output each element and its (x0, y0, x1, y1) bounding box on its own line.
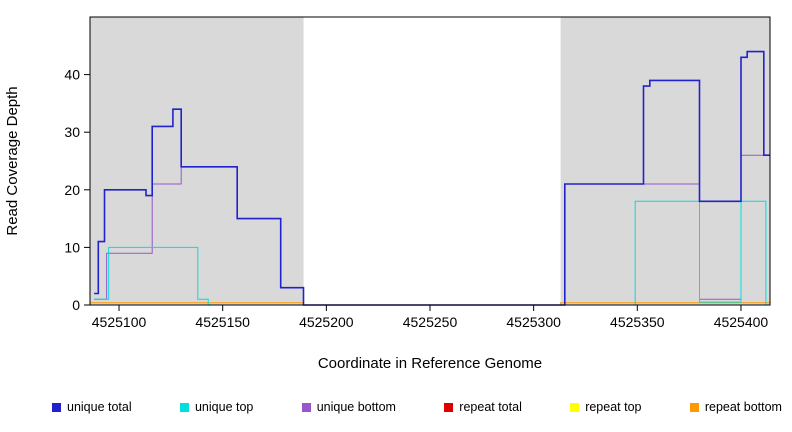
series-line-unique-top (94, 200, 770, 306)
legend: unique total unique top unique bottom repea… (52, 400, 782, 414)
legend-item-unique-total: unique total (52, 400, 132, 414)
legend-label: unique total (67, 400, 132, 414)
legend-item-unique-top: unique top (179, 400, 254, 414)
y-tick-label: 10 (64, 239, 80, 255)
legend-label: repeat bottom (704, 400, 782, 414)
legend-label: unique bottom (316, 400, 396, 414)
series-line-unique-total (94, 50, 770, 306)
x-axis-label: Coordinate in Reference Genome (318, 355, 542, 372)
legend-label: repeat total (459, 400, 522, 414)
legend-label: unique top (194, 400, 254, 414)
y-tick-label: 30 (64, 124, 80, 140)
x-tick-label: 4525400 (714, 314, 769, 330)
x-tick-label: 4525350 (610, 314, 665, 330)
x-tick-label: 4525300 (506, 314, 561, 330)
shaded-region (90, 17, 304, 305)
plot-layers: 4525100 4525150 4525200 4525250 4525300 45253… (64, 16, 771, 330)
y-axis-label: Read Coverage Depth (4, 86, 21, 235)
x-tick-label: 4525250 (403, 314, 458, 330)
legend-swatch-repeat-bottom (689, 402, 699, 412)
legend-label: repeat top (585, 400, 642, 414)
legend-item-repeat-bottom: repeat bottom (689, 400, 782, 414)
legend-swatch-repeat-total (444, 402, 454, 412)
shaded-region (560, 17, 770, 305)
legend-swatch-unique-top (179, 402, 189, 412)
y-tick-label: 40 (64, 67, 80, 83)
coverage-plot: 4525100 4525150 4525200 4525250 4525300 45253… (4, 16, 771, 372)
legend-swatch-repeat-top (570, 402, 580, 412)
legend-item-repeat-top: repeat top (570, 400, 641, 414)
x-tick-label: 4525100 (92, 314, 147, 330)
y-tick-label: 20 (64, 182, 80, 198)
x-tick-label: 4525200 (299, 314, 354, 330)
y-tick-label: 0 (72, 297, 80, 313)
legend-swatch-unique-total (52, 402, 61, 412)
x-tick-label: 4525150 (195, 314, 250, 330)
legend-swatch-unique-bottom (301, 402, 311, 412)
legend-item-repeat-total: repeat total (444, 400, 522, 414)
legend-item-unique-bottom: unique bottom (301, 400, 396, 414)
